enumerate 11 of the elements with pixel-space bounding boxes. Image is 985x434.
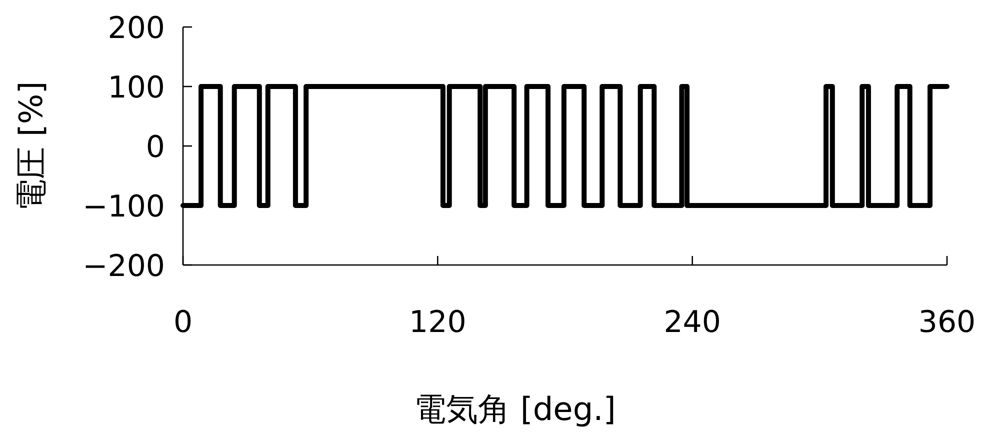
- x-tick-label: 360: [918, 305, 976, 340]
- x-tick-label: 240: [664, 305, 721, 340]
- x-axis-title: 電気角 [deg.]: [414, 390, 616, 428]
- y-tick-label: −100: [82, 190, 165, 224]
- x-tick-label: 0: [173, 305, 193, 340]
- y-tick-label: 100: [108, 70, 165, 106]
- y-axis-title: 電圧 [%]: [12, 81, 50, 211]
- y-tick-label: 0: [146, 130, 165, 165]
- x-tick-label: 120: [409, 305, 466, 340]
- y-tick-label: −200: [82, 249, 165, 284]
- y-tick-label: 200: [108, 11, 165, 46]
